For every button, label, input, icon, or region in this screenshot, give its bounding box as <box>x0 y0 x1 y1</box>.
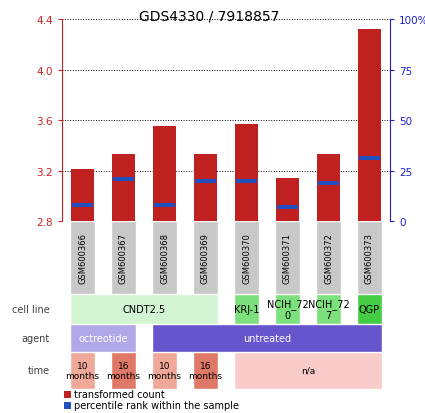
Text: transformed count: transformed count <box>74 389 165 399</box>
Bar <box>111 352 136 389</box>
Bar <box>317 155 340 221</box>
Bar <box>193 221 218 294</box>
Text: CNDT2.5: CNDT2.5 <box>122 304 166 314</box>
Text: cell line: cell line <box>12 304 50 314</box>
Text: n/a: n/a <box>301 366 315 375</box>
Bar <box>64 402 71 409</box>
Bar <box>359 157 380 161</box>
Text: GSM600372: GSM600372 <box>324 233 333 283</box>
Bar <box>357 221 382 294</box>
Text: GSM600367: GSM600367 <box>119 233 128 283</box>
Bar <box>153 127 176 221</box>
Bar <box>316 221 340 294</box>
Bar <box>235 294 258 324</box>
Bar <box>358 30 381 221</box>
Text: GDS4330 / 7918857: GDS4330 / 7918857 <box>139 10 280 24</box>
Bar <box>71 170 94 221</box>
Text: NCIH_72
7: NCIH_72 7 <box>308 298 349 320</box>
Bar <box>277 206 298 210</box>
Bar <box>64 391 71 398</box>
Bar <box>195 179 216 183</box>
Bar <box>194 155 217 221</box>
Bar <box>72 204 93 208</box>
Bar <box>235 352 382 389</box>
Bar <box>235 124 258 221</box>
Bar <box>276 179 299 221</box>
Text: GSM600366: GSM600366 <box>78 233 87 283</box>
Text: untreated: untreated <box>243 333 291 343</box>
Text: NCIH_72
0: NCIH_72 0 <box>266 298 309 320</box>
Bar <box>275 294 300 324</box>
Bar <box>316 294 340 324</box>
Bar <box>71 324 136 352</box>
Bar <box>154 203 175 207</box>
Bar <box>113 178 134 182</box>
Bar <box>71 221 95 294</box>
Text: GSM600370: GSM600370 <box>242 233 251 283</box>
Text: octreotide: octreotide <box>78 333 128 343</box>
Text: KRJ-1: KRJ-1 <box>234 304 259 314</box>
Bar <box>318 182 339 186</box>
Text: GSM600371: GSM600371 <box>283 233 292 283</box>
Bar <box>112 155 135 221</box>
Bar <box>153 324 382 352</box>
Text: 16
months: 16 months <box>189 361 223 380</box>
Text: QGP: QGP <box>359 304 380 314</box>
Text: GSM600369: GSM600369 <box>201 233 210 283</box>
Bar <box>153 352 177 389</box>
Bar <box>153 221 177 294</box>
Text: 10
months: 10 months <box>147 361 181 380</box>
Bar <box>71 294 218 324</box>
Bar <box>357 294 382 324</box>
Bar <box>235 221 258 294</box>
Text: 10
months: 10 months <box>65 361 99 380</box>
Text: time: time <box>28 366 50 375</box>
Text: percentile rank within the sample: percentile rank within the sample <box>74 401 239 411</box>
Bar <box>71 352 95 389</box>
Bar <box>111 221 136 294</box>
Text: GSM600373: GSM600373 <box>365 233 374 283</box>
Text: 16
months: 16 months <box>107 361 141 380</box>
Text: agent: agent <box>22 333 50 343</box>
Bar <box>275 221 300 294</box>
Bar <box>193 352 218 389</box>
Text: GSM600368: GSM600368 <box>160 233 169 283</box>
Bar <box>236 179 257 183</box>
